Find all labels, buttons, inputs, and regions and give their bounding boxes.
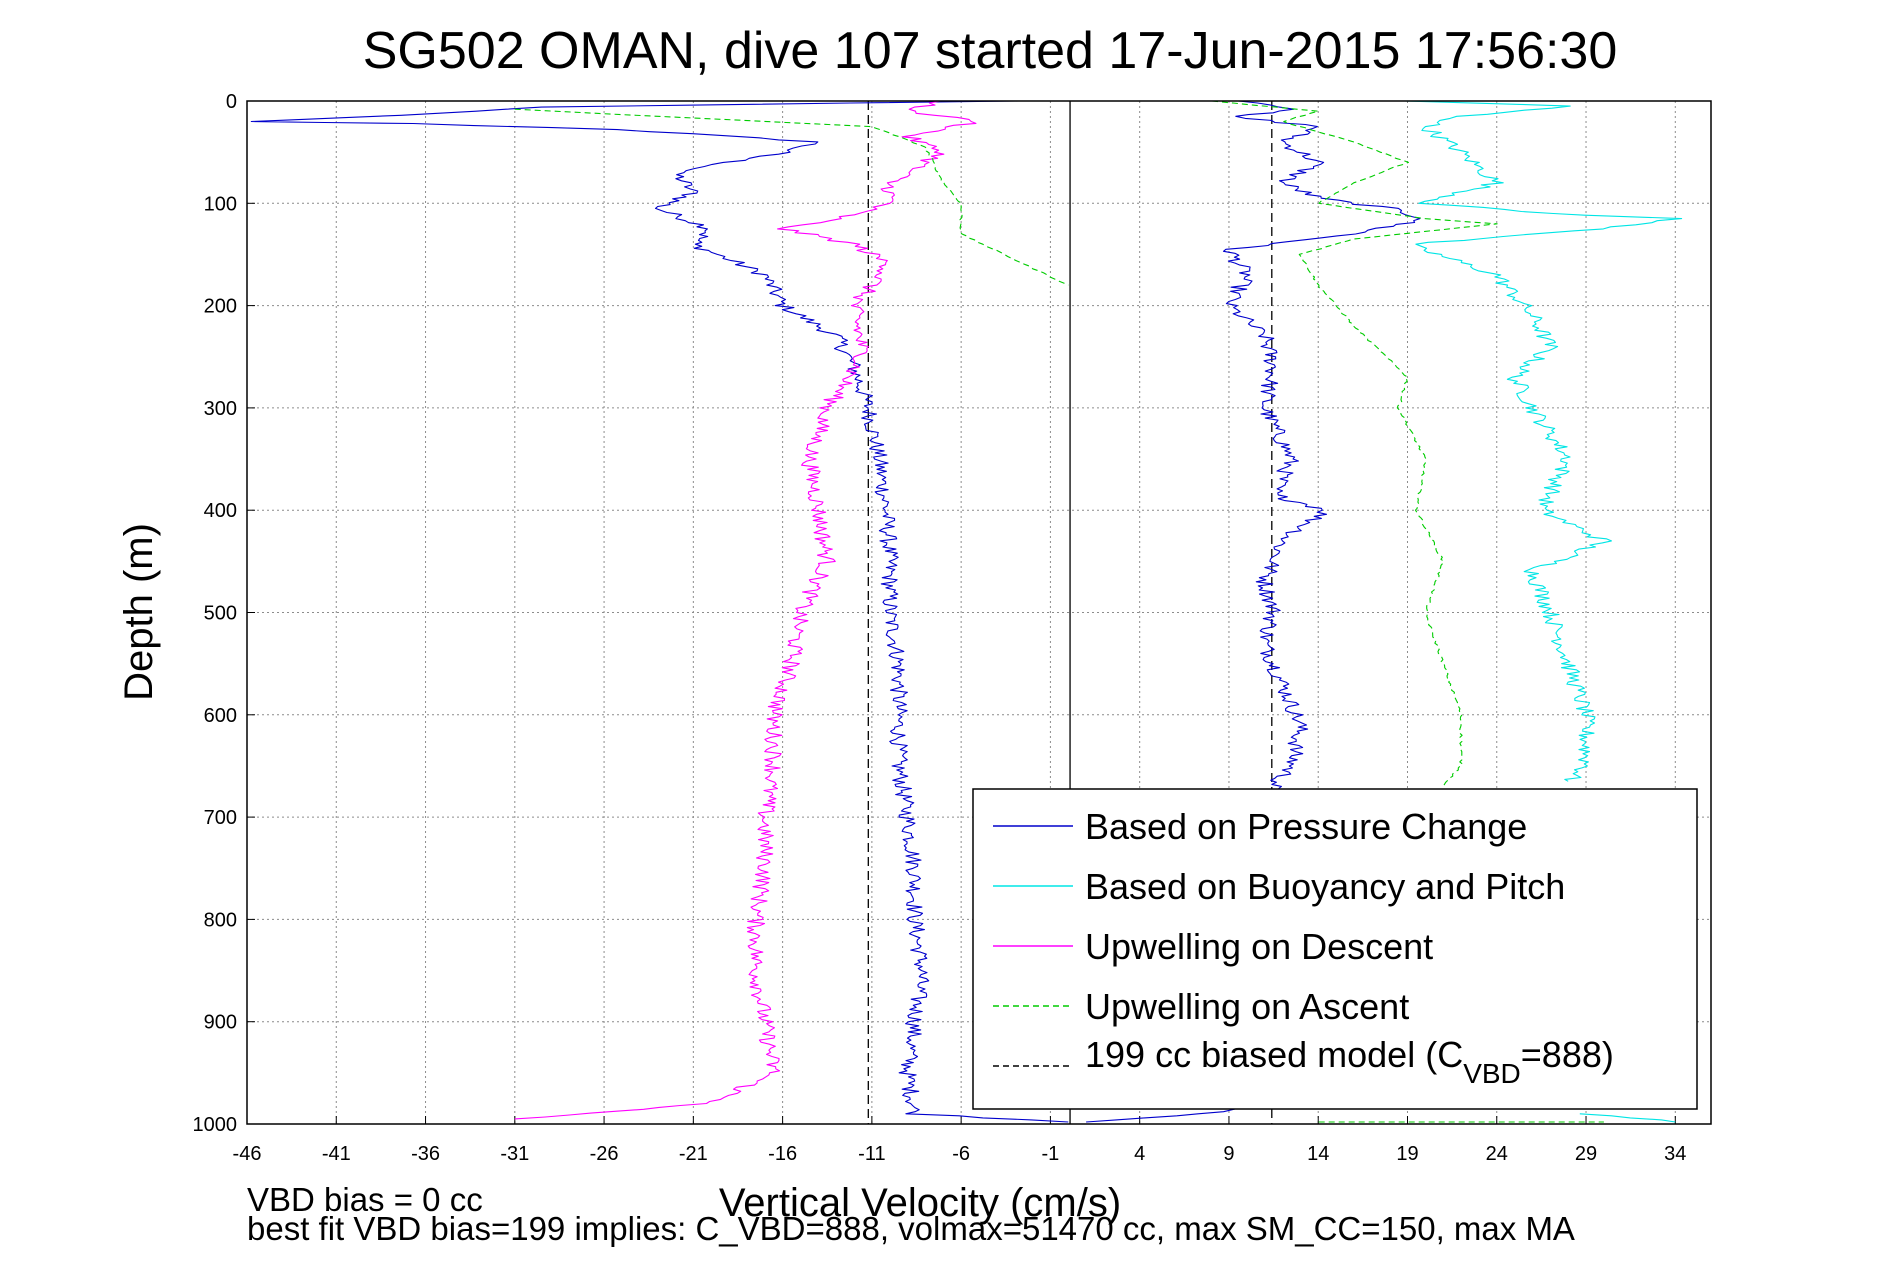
legend-model-suffix: =888) [1521, 1034, 1614, 1075]
y-tick-label: 900 [204, 1012, 237, 1034]
x-tick-label: -21 [679, 1143, 708, 1165]
x-tick-label: -16 [768, 1143, 797, 1165]
legend-label-ascent: Upwelling on Ascent [1085, 986, 1409, 1027]
x-tick-label: -26 [590, 1143, 619, 1165]
x-tick-label: -41 [322, 1143, 351, 1165]
x-tick-label: 4 [1134, 1143, 1145, 1165]
x-tick-label: -31 [500, 1143, 529, 1165]
footer-fit-note: best fit VBD bias=199 implies: C_VBD=888… [247, 1210, 1575, 1247]
plot-frame [246, 100, 1712, 1125]
legend-model-sub: VBD [1463, 1058, 1521, 1089]
y-tick-label: 600 [204, 705, 237, 727]
series-line-3 [514, 108, 1069, 286]
legend-label-descent: Upwelling on Descent [1085, 926, 1433, 967]
y-tick-label: 800 [204, 909, 237, 931]
legend-model-main: 199 cc biased model (C [1085, 1034, 1463, 1075]
y-tick-label: 500 [204, 603, 237, 625]
x-tick-label: 9 [1223, 1143, 1234, 1165]
series-line-0 [250, 100, 1069, 1123]
y-axis-label: Depth (m) [117, 523, 161, 701]
y-tick-label: 100 [204, 193, 237, 215]
series-line-3 [1211, 100, 1498, 787]
x-tick-label: 14 [1307, 1143, 1329, 1165]
x-tick-label: -11 [858, 1143, 885, 1165]
y-tick-label: 1000 [193, 1114, 238, 1136]
x-tick-label: -36 [411, 1143, 440, 1165]
legend-label-pressure: Based on Pressure Change [1085, 806, 1527, 847]
y-tick-label: 400 [204, 500, 237, 522]
x-tick-label: -46 [233, 1143, 262, 1165]
series-line-1 [1404, 100, 1683, 782]
y-tick-label: 0 [226, 91, 237, 113]
x-tick-label: 34 [1664, 1143, 1686, 1165]
footer-bias-note: VBD bias = 0 cc [247, 1181, 483, 1218]
x-tick-labels: -46 -41 -36 -31 -26 -21 -16 -11 -6 -1 4 9 14 19 24 29 34 [233, 1143, 1687, 1165]
y-tick-labels: 0 100 200 300 400 500 600 700 800 900 1000 [193, 91, 238, 1136]
y-tick-label: 300 [204, 398, 237, 420]
chart-title: SG502 OMAN, dive 107 started 17-Jun-2015… [363, 22, 1618, 80]
x-tick-label: 24 [1486, 1143, 1508, 1165]
y-tick-label: 200 [204, 296, 237, 318]
x-tick-label: -6 [952, 1143, 970, 1165]
y-tick-label: 700 [204, 807, 237, 829]
x-tick-label: -1 [1042, 1143, 1060, 1165]
legend-label-buoyancy: Based on Buoyancy and Pitch [1085, 866, 1565, 907]
x-tick-label: 19 [1396, 1143, 1418, 1165]
x-axis-label: Vertical Velocity (cm/s) [719, 1181, 1121, 1225]
legend-box [972, 788, 1698, 1110]
legend: Based on Pressure Change Based on Buoyan… [972, 788, 1698, 1110]
legend-label-model: 199 cc biased model (CVBD=888) [1085, 1034, 1614, 1089]
series-line-1 [1579, 1113, 1676, 1123]
x-tick-label: 29 [1575, 1143, 1597, 1165]
series-line-2 [514, 100, 977, 1120]
